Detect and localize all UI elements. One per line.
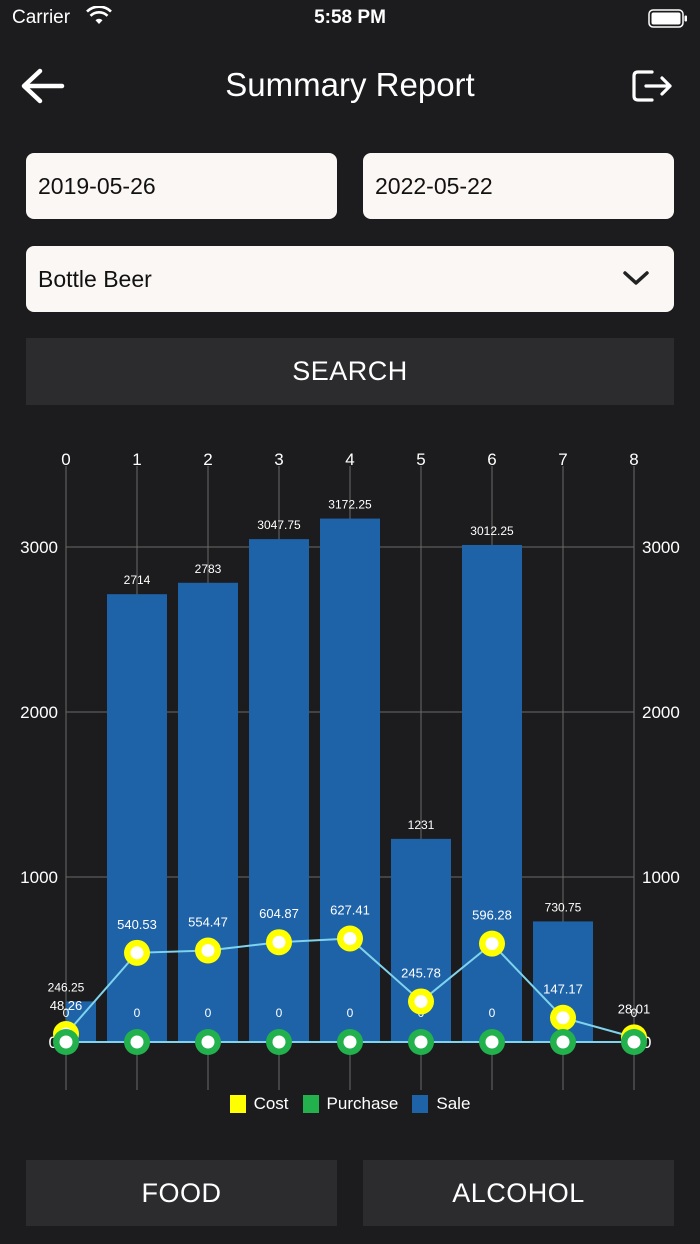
purchase-label: 0 xyxy=(631,1006,638,1020)
legend-purchase: Purchase xyxy=(302,1094,399,1114)
purchase-label: 0 xyxy=(489,1006,496,1020)
bar-sale-label: 2714 xyxy=(124,573,151,587)
cost-label: 245.78 xyxy=(401,965,441,980)
x-tick-label: 7 xyxy=(558,450,567,469)
legend-cost-swatch xyxy=(229,1095,246,1113)
y-tick-label-right: 1000 xyxy=(642,868,680,887)
cost-label: 147.17 xyxy=(543,982,583,997)
bar-sale xyxy=(107,594,167,1042)
page-title: Summary Report xyxy=(225,66,475,103)
cost-label: 604.87 xyxy=(259,906,299,921)
chevron-down-icon xyxy=(622,266,650,296)
chart-legend: Cost Purchase Sale xyxy=(0,1094,700,1114)
bar-sale-label: 2783 xyxy=(195,562,222,576)
cost-point-center xyxy=(272,935,286,949)
to-date-value: 2022-05-22 xyxy=(375,172,493,199)
navigation-bar: Summary Report xyxy=(0,58,700,114)
bar-sale xyxy=(178,582,238,1042)
cost-label: 28.01 xyxy=(618,1001,651,1016)
cost-point-center xyxy=(556,1011,570,1025)
x-tick-label: 5 xyxy=(416,450,425,469)
y-tick-label-right: 2000 xyxy=(642,703,680,722)
summary-chart: 0 1 2 3 4 5 6 7 8 0 0 1000 1000 2000 2000 3000 3000 246.2… xyxy=(20,450,680,1090)
bar-sale-label: 730.75 xyxy=(545,900,582,914)
category-dropdown[interactable]: Bottle Beer xyxy=(26,246,674,312)
back-button[interactable] xyxy=(18,64,68,108)
legend-purchase-label: Purchase xyxy=(326,1094,399,1113)
bar-sale-label: 3172.25 xyxy=(328,498,372,512)
search-button[interactable]: SEARCH xyxy=(26,338,674,405)
cost-point-center xyxy=(201,944,215,958)
from-date-field[interactable]: 2019-05-26 xyxy=(26,153,337,219)
x-tick-label: 4 xyxy=(345,450,354,469)
x-tick-label: 2 xyxy=(203,450,212,469)
wifi-icon xyxy=(86,5,112,31)
legend-purchase-swatch xyxy=(302,1095,319,1113)
food-button[interactable]: FOOD xyxy=(26,1160,337,1226)
purchase-point-center xyxy=(272,1035,286,1049)
legend-sale: Sale xyxy=(412,1094,470,1114)
bar-sale xyxy=(249,539,309,1042)
cost-point-center xyxy=(343,931,357,945)
legend-cost: Cost xyxy=(229,1094,289,1114)
bar-sale-label: 3047.75 xyxy=(257,518,301,532)
bar-sale-label: 246.25 xyxy=(48,980,85,994)
cost-label: 627.41 xyxy=(330,902,370,917)
purchase-label: 0 xyxy=(63,1006,70,1020)
cost-label: 554.47 xyxy=(188,915,228,930)
purchase-point-center xyxy=(343,1035,357,1049)
legend-cost-label: Cost xyxy=(253,1094,289,1113)
battery-icon xyxy=(648,9,688,34)
arrow-left-icon xyxy=(21,68,65,104)
logout-button[interactable] xyxy=(628,64,676,108)
clock: 5:58 PM xyxy=(314,7,386,28)
purchase-label: 0 xyxy=(205,1006,212,1020)
y-tick-label-left: 1000 xyxy=(20,868,58,887)
bar-sale xyxy=(462,544,522,1042)
bar-sale-label: 1231 xyxy=(408,818,435,832)
to-date-field[interactable]: 2022-05-22 xyxy=(363,153,674,219)
purchase-point-center xyxy=(414,1035,428,1049)
status-bar: Carrier 5:58 PM xyxy=(0,0,700,36)
y-tick-label-left: 2000 xyxy=(20,703,58,722)
cost-point-center xyxy=(485,937,499,951)
purchase-point-center xyxy=(627,1035,641,1049)
cost-label: 596.28 xyxy=(472,908,512,923)
logout-icon xyxy=(632,70,672,102)
bar-sale xyxy=(320,518,380,1042)
purchase-point-center xyxy=(485,1035,499,1049)
purchase-point-center xyxy=(59,1035,73,1049)
purchase-label: 0 xyxy=(276,1006,283,1020)
carrier-label: Carrier xyxy=(12,7,71,28)
x-tick-label: 6 xyxy=(487,450,496,469)
x-tick-label: 8 xyxy=(629,450,638,469)
cost-label: 48.26 xyxy=(50,998,83,1013)
y-tick-label-left: 3000 xyxy=(20,538,58,557)
legend-sale-swatch xyxy=(412,1095,429,1113)
x-tick-label: 0 xyxy=(61,450,70,469)
purchase-point-center xyxy=(130,1035,144,1049)
alcohol-button[interactable]: ALCOHOL xyxy=(363,1160,674,1226)
category-value: Bottle Beer xyxy=(38,265,152,292)
from-date-value: 2019-05-26 xyxy=(38,172,156,199)
purchase-label: 0 xyxy=(134,1006,141,1020)
purchase-point-center xyxy=(556,1035,570,1049)
y-tick-label-right: 3000 xyxy=(642,538,680,557)
x-tick-label: 3 xyxy=(274,450,283,469)
bar-sale-label: 3012.25 xyxy=(470,524,514,538)
cost-label: 540.53 xyxy=(117,917,157,932)
cost-point-center xyxy=(414,994,428,1008)
legend-sale-label: Sale xyxy=(436,1094,471,1113)
cost-point-center xyxy=(130,946,144,960)
purchase-point-center xyxy=(201,1035,215,1049)
purchase-label: 0 xyxy=(347,1006,354,1020)
x-tick-label: 1 xyxy=(132,450,141,469)
